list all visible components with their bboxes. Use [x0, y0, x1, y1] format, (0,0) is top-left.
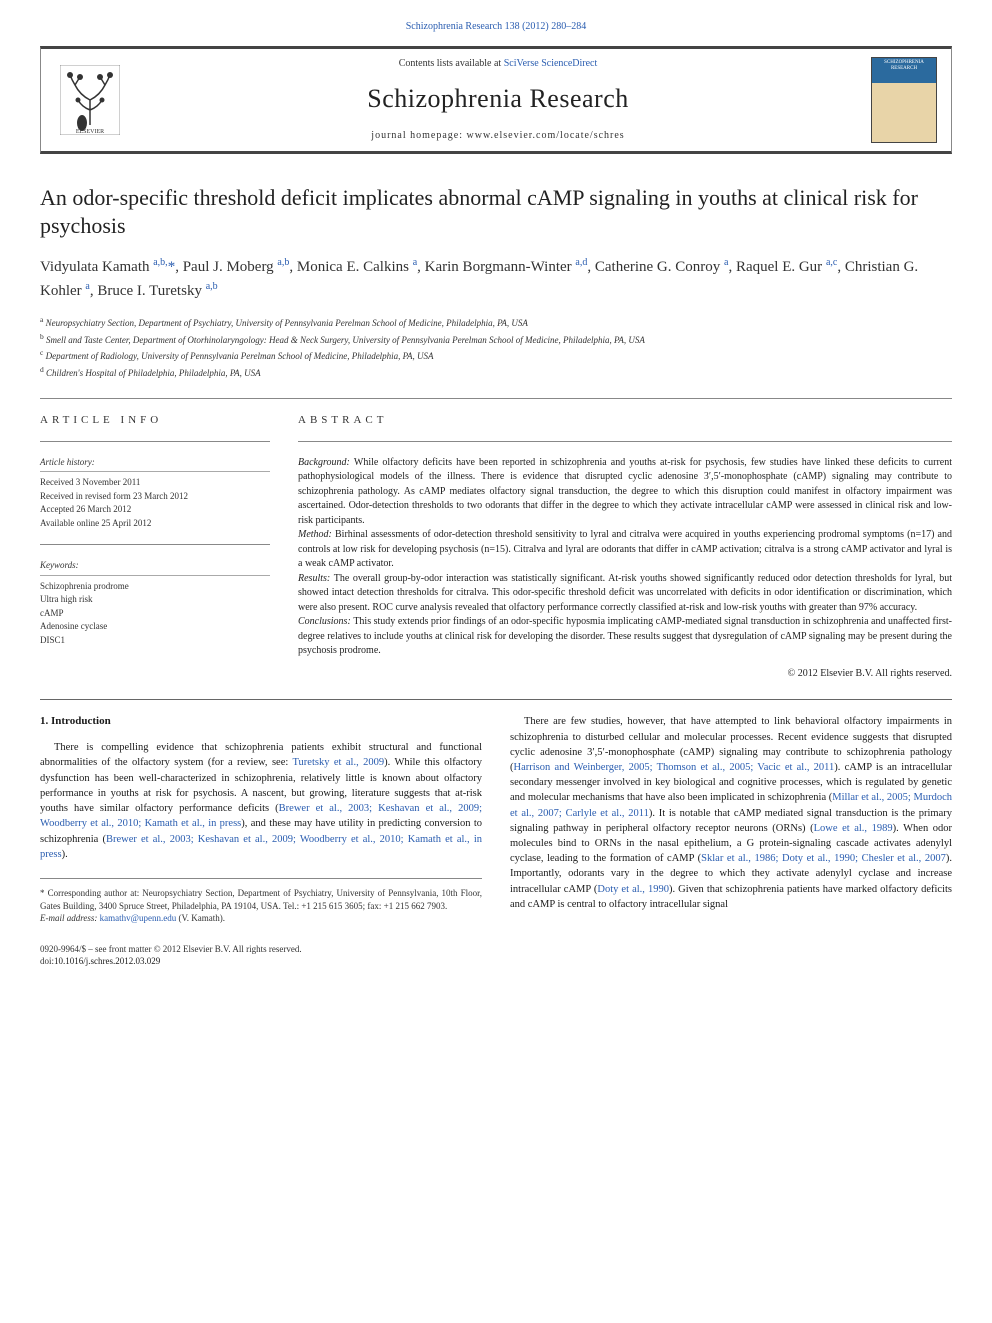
history-line: Available online 25 April 2012 [40, 517, 270, 531]
keyword: Adenosine cyclase [40, 620, 270, 634]
affiliation-line: c Department of Radiology, University of… [40, 347, 952, 364]
page-footer: 0920-9964/$ – see front matter © 2012 El… [40, 943, 952, 968]
keywords-head: Keywords: [40, 559, 270, 576]
svg-text:ELSEVIER: ELSEVIER [76, 129, 104, 135]
doi-link[interactable]: 10.1016/j.schres.2012.03.029 [54, 956, 160, 966]
homepage-prefix: journal homepage: [371, 130, 466, 141]
journal-header: ELSEVIER Contents lists available at Sci… [40, 46, 952, 154]
corr-email-link[interactable]: kamathv@upenn.edu [100, 913, 177, 923]
article-info-column: ARTICLE INFO Article history: Received 3… [40, 413, 270, 681]
article-history: Article history: Received 3 November 201… [40, 456, 270, 531]
journal-title: Schizophrenia Research [125, 81, 871, 117]
abstract-results-head: Results: [298, 573, 334, 584]
abstract-bg-head: Background: [298, 457, 354, 468]
citation-link[interactable]: Schizophrenia Research 138 (2012) 280–28… [406, 21, 587, 32]
keywords-block: Keywords: Schizophrenia prodromeUltra hi… [40, 559, 270, 647]
separator [40, 441, 270, 442]
article-title: An odor-specific threshold deficit impli… [40, 184, 952, 239]
history-line: Received in revised form 23 March 2012 [40, 490, 270, 504]
authors-list: Vidyulata Kamath a,b,*, Paul J. Moberg a… [40, 255, 952, 302]
separator-thick [40, 699, 952, 700]
contents-line: Contents lists available at SciVerse Sci… [125, 57, 871, 71]
abstract-label: ABSTRACT [298, 413, 952, 428]
cite-link[interactable]: Lowe et al., 1989 [814, 823, 893, 834]
cite-link[interactable]: Harrison and Weinberger, 2005; Thomson e… [514, 762, 835, 773]
history-line: Received 3 November 2011 [40, 476, 270, 490]
journal-cover-thumbnail: SCHIZOPHRENIA RESEARCH [871, 57, 937, 143]
email-label: E-mail address: [40, 913, 100, 923]
keyword: DISC1 [40, 634, 270, 648]
contents-prefix: Contents lists available at [399, 58, 504, 69]
corr-note: * Corresponding author at: Neuropsychiat… [40, 887, 482, 912]
history-line: Accepted 26 March 2012 [40, 503, 270, 517]
affiliation-line: a Neuropsychiatry Section, Department of… [40, 314, 952, 331]
article-body: 1. Introduction There is compelling evid… [40, 714, 952, 924]
citation-header: Schizophrenia Research 138 (2012) 280–28… [40, 20, 952, 34]
cite-link[interactable]: Doty et al., 1990 [597, 884, 669, 895]
intro-para-2: There are few studies, however, that hav… [510, 714, 952, 912]
abstract-method-head: Method: [298, 529, 335, 540]
elsevier-logo: ELSEVIER [55, 60, 125, 140]
elsevier-tree-icon: ELSEVIER [60, 65, 120, 135]
history-head: Article history: [40, 456, 270, 473]
keyword: Schizophrenia prodrome [40, 580, 270, 594]
abstract-method: Birhinal assessments of odor-detection t… [298, 529, 952, 569]
abstract-conclusions: This study extends prior findings of an … [298, 616, 952, 656]
separator [40, 398, 952, 399]
front-matter-line: 0920-9964/$ – see front matter © 2012 El… [40, 943, 952, 956]
corresponding-author-note: * Corresponding author at: Neuropsychiat… [40, 878, 482, 925]
intro-para-1: There is compelling evidence that schizo… [40, 740, 482, 862]
cite-link[interactable]: Turetsky et al., 2009 [293, 757, 385, 768]
abstract-body: Background: While olfactory deficits hav… [298, 456, 952, 682]
sciencedirect-link[interactable]: SciVerse ScienceDirect [504, 58, 598, 69]
keyword: cAMP [40, 607, 270, 621]
homepage-url: www.elsevier.com/locate/schres [467, 130, 625, 141]
journal-homepage: journal homepage: www.elsevier.com/locat… [125, 129, 871, 143]
abstract-results: The overall group-by-odor interaction wa… [298, 573, 952, 613]
email-suffix: (V. Kamath). [176, 913, 225, 923]
affiliations: a Neuropsychiatry Section, Department of… [40, 314, 952, 380]
doi-line: doi:10.1016/j.schres.2012.03.029 [40, 955, 952, 968]
cover-label: SCHIZOPHRENIA RESEARCH [872, 58, 936, 73]
separator [298, 441, 952, 442]
abstract-copyright: © 2012 Elsevier B.V. All rights reserved… [298, 667, 952, 682]
separator [40, 544, 270, 545]
cite-link[interactable]: Brewer et al., 2003; Keshavan et al., 20… [40, 834, 482, 860]
affiliation-line: b Smell and Taste Center, Department of … [40, 331, 952, 348]
abstract-concl-head: Conclusions: [298, 616, 353, 627]
affiliation-line: d Children's Hospital of Philadelphia, P… [40, 364, 952, 381]
keyword: Ultra high risk [40, 593, 270, 607]
abstract-column: ABSTRACT Background: While olfactory def… [298, 413, 952, 681]
header-center: Contents lists available at SciVerse Sci… [125, 57, 871, 143]
abstract-background: While olfactory deficits have been repor… [298, 457, 952, 526]
article-info-label: ARTICLE INFO [40, 413, 270, 428]
text: ). [62, 849, 68, 860]
intro-heading: 1. Introduction [40, 714, 482, 730]
cite-link[interactable]: Sklar et al., 1986; Doty et al., 1990; C… [701, 853, 946, 864]
